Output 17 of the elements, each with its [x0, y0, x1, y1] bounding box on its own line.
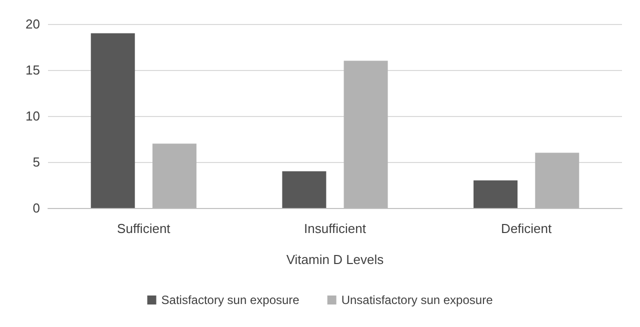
bar: [282, 171, 326, 208]
y-tick-label: 10: [26, 108, 40, 124]
x-tick-label: Deficient: [501, 221, 552, 236]
bar: [152, 144, 196, 208]
y-tick-label: 15: [26, 62, 40, 78]
x-tick-label: Sufficient: [117, 221, 171, 236]
bar: [90, 33, 135, 208]
y-tick-label: 20: [26, 16, 40, 32]
x-axis-title: Vitamin D Levels: [286, 252, 384, 267]
bar: [344, 60, 388, 208]
bar: [474, 180, 518, 208]
y-tick-label: 0: [32, 200, 40, 216]
y-tick-label: 5: [32, 154, 40, 170]
legend-label: Unsatisfactory sun exposure: [341, 293, 494, 307]
x-tick-label: Insufficient: [304, 221, 366, 236]
bar: [535, 152, 580, 208]
legend-label: Satisfactory sun exposure: [161, 293, 300, 307]
